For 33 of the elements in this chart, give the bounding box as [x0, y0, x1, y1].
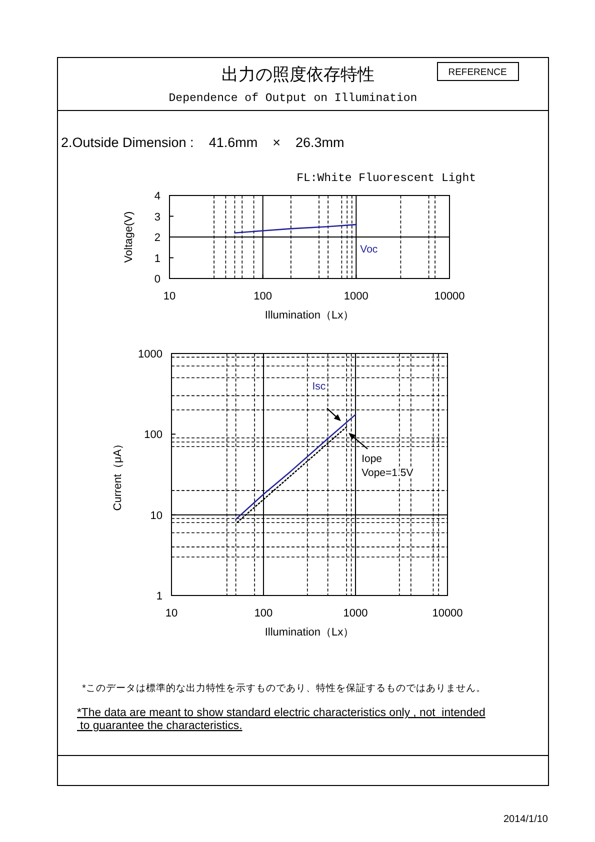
y-axis-title: Current（μA）: [112, 438, 124, 511]
text: Dependence of Output on Illumination: [168, 92, 418, 105]
x-tick-label: 1000: [344, 290, 368, 302]
y-axis-title: Voltage(V): [123, 211, 135, 263]
text: 2014/1/10: [504, 814, 548, 825]
text: REFERENCE: [448, 67, 507, 78]
x-tick-label: 100: [254, 290, 272, 302]
y-tick-label: 2: [154, 232, 160, 244]
text: *The data are meant to show standard electric characteristics only , not intended to guarantee the characteristics.: [77, 707, 486, 732]
text: 2.Outside Dimension : 41.6mm × 26.3mm: [61, 135, 344, 150]
series-label: Voc: [360, 244, 378, 256]
y-tick-label: 100: [144, 429, 162, 442]
x-tick-label: 10000: [434, 290, 465, 302]
legend-label: Iope: [362, 452, 382, 465]
x-axis-title: Illumination（Lx）: [264, 626, 354, 638]
x-tick-label: 10: [165, 608, 178, 620]
y-tick-label: 4: [154, 190, 160, 202]
text: Isc: [312, 380, 326, 393]
annotation: Vope=1.5V: [362, 466, 414, 479]
x-tick-label: 10000: [432, 608, 463, 620]
x-tick-label: 10: [163, 290, 176, 302]
y-tick-label: 3: [154, 211, 160, 224]
y-tick-label: 1000: [138, 348, 162, 360]
y-tick-label: 10: [150, 510, 162, 522]
x-tick-label: 100: [254, 608, 273, 620]
x-tick-label: 1000: [343, 608, 368, 620]
y-tick-label: 1: [156, 590, 162, 602]
x-axis-title: Illumination（Lx）: [264, 310, 354, 322]
text: *このデータは標準的な出力特性を示すものであり、特性を保証するものではありません。: [82, 682, 486, 694]
text: 出力の照度依存特性: [222, 65, 374, 84]
chart-subtitle: FL:White Fluorescent Light: [296, 172, 476, 185]
y-tick-label: 0: [154, 274, 160, 286]
y-tick-label: 1: [154, 252, 160, 265]
